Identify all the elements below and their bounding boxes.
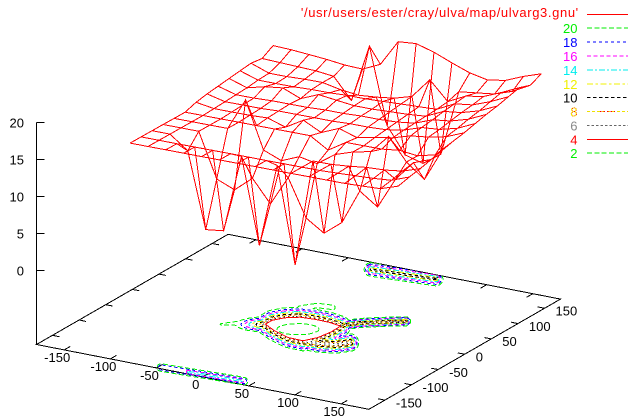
svg-text:100: 100 <box>277 395 299 410</box>
svg-text:15: 15 <box>10 153 24 168</box>
svg-text:150: 150 <box>323 404 345 419</box>
svg-text:14: 14 <box>563 63 577 78</box>
svg-text:-150: -150 <box>396 395 422 410</box>
svg-text:10: 10 <box>563 91 577 106</box>
svg-text:4: 4 <box>570 132 577 147</box>
svg-text:50: 50 <box>235 386 249 401</box>
svg-text:2: 2 <box>570 146 577 161</box>
svg-text:0: 0 <box>192 377 199 392</box>
svg-text:-100: -100 <box>423 380 449 395</box>
svg-text:10: 10 <box>10 190 24 205</box>
svg-text:20: 20 <box>10 116 24 131</box>
svg-text:-50: -50 <box>140 368 159 383</box>
svg-text:12: 12 <box>563 77 577 92</box>
svg-text:0: 0 <box>17 264 24 279</box>
svg-text:-100: -100 <box>90 359 116 374</box>
svg-text:20: 20 <box>563 21 577 36</box>
svg-text:50: 50 <box>502 334 516 349</box>
svg-text:-150: -150 <box>44 350 70 365</box>
svg-text:100: 100 <box>529 319 551 334</box>
svg-text:6: 6 <box>570 118 577 133</box>
svg-text:0: 0 <box>476 350 483 365</box>
svg-text:8: 8 <box>570 105 577 120</box>
svg-text:-50: -50 <box>449 365 468 380</box>
svg-text:'/usr/users/ester/cray/ulva/ma: '/usr/users/ester/cray/ulva/map/ulvarg3.… <box>301 5 579 20</box>
svg-text:18: 18 <box>563 35 577 50</box>
svg-text:150: 150 <box>556 304 578 319</box>
svg-text:16: 16 <box>563 49 577 64</box>
svg-text:5: 5 <box>17 227 24 242</box>
